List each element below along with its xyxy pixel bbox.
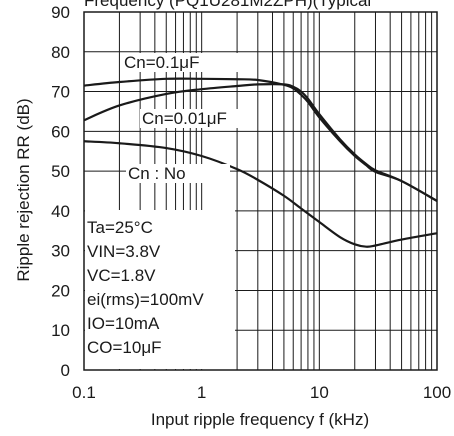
x-tick-label: 100 bbox=[423, 383, 451, 402]
x-axis-label: Input ripple frequency f (kHz) bbox=[151, 410, 369, 429]
y-axis-label: Ripple rejection RR (dB) bbox=[14, 98, 33, 281]
series-lines bbox=[83, 77, 438, 248]
x-tick-label: 0.1 bbox=[72, 383, 96, 402]
condition-line: VC=1.8V bbox=[87, 266, 156, 285]
condition-line: IO=10mA bbox=[87, 314, 160, 333]
y-tick-label: 90 bbox=[51, 3, 70, 22]
y-tick-label: 80 bbox=[51, 43, 70, 62]
condition-line: ei(rms)=100mV bbox=[87, 290, 204, 309]
condition-line: VIN=3.8V bbox=[87, 242, 161, 261]
chart-title: Frequency (PQ1U281M2ZPH)(Typical bbox=[84, 0, 371, 10]
conditions-box: Ta=25°C VIN=3.8V VC=1.8V ei(rms)=100mV IO=10… bbox=[85, 210, 235, 369]
condition-line: CO=10μF bbox=[87, 338, 162, 357]
series-label-bg bbox=[126, 164, 230, 183]
series-labels: Cn=0.1μF Cn=0.01μF Cn : No bbox=[122, 53, 248, 183]
y-tick-label: 60 bbox=[51, 122, 70, 141]
series-label: Cn=0.01μF bbox=[142, 109, 227, 128]
condition-line: Ta=25°C bbox=[87, 218, 153, 237]
y-tick-label: 50 bbox=[51, 162, 70, 181]
series-line-3 bbox=[83, 140, 438, 248]
y-tick-label: 40 bbox=[51, 202, 70, 221]
plot-frame bbox=[83, 11, 438, 371]
y-tick-label: 30 bbox=[51, 242, 70, 261]
y-tick-label: 20 bbox=[51, 281, 70, 300]
x-axis-ticks: 0.1 1 10 100 bbox=[72, 383, 451, 402]
series-line-2 bbox=[83, 83, 438, 202]
x-tick-label: 10 bbox=[310, 383, 329, 402]
y-tick-label: 10 bbox=[51, 321, 70, 340]
series-label-bg bbox=[140, 109, 248, 128]
x-tick-label: 1 bbox=[197, 383, 206, 402]
series-label: Cn : No bbox=[128, 164, 186, 183]
conditions-bg bbox=[85, 210, 235, 369]
series-label: Cn=0.1μF bbox=[124, 53, 199, 72]
y-axis-ticks: 0 10 20 30 40 50 60 70 80 90 bbox=[51, 3, 70, 380]
series-label-bg bbox=[122, 53, 244, 72]
y-tick-label: 70 bbox=[51, 83, 70, 102]
y-tick-label: 0 bbox=[61, 361, 70, 380]
